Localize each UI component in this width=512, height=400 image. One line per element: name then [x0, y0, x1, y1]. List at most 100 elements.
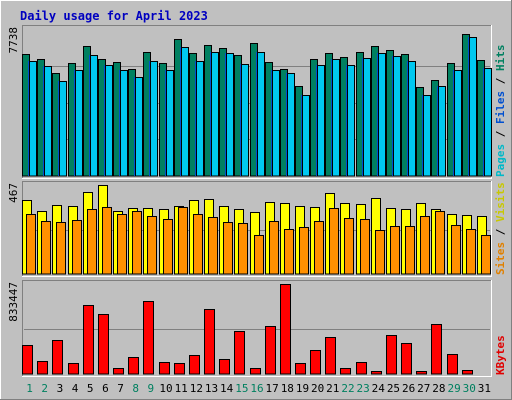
bar-sites	[132, 211, 142, 275]
bar-kbytes	[189, 355, 200, 375]
scale-max-label: 833447	[7, 282, 20, 322]
x-axis-day-labels: 1 2 3 4 5 6 7 8 9 10 11 12 13 14 15 16 17 18 19 20 21 22 23 24 2…	[26, 382, 491, 395]
panel-kbytes: 833447 KBytes	[7, 280, 507, 377]
x-tick-label: 29	[447, 382, 460, 395]
bar-kbytes	[219, 359, 230, 375]
bar-pages	[44, 66, 52, 177]
bar-pages	[29, 61, 37, 177]
x-tick-label: 12	[190, 382, 203, 395]
bar-kbytes	[174, 363, 185, 375]
bar-sites	[56, 222, 66, 275]
bar-sites	[420, 216, 430, 275]
x-tick-label: 17	[266, 382, 279, 395]
bar-sites	[299, 227, 309, 275]
bar-kbytes	[159, 362, 170, 375]
x-tick-label: 20	[311, 382, 324, 395]
x-tick-label: 10	[159, 382, 172, 395]
scale-max-label: 7738	[7, 27, 20, 54]
scale-max-label: 467	[7, 183, 20, 203]
x-tick-label: 18	[281, 382, 294, 395]
x-tick-label: 23	[357, 382, 370, 395]
bar-pages	[408, 61, 416, 177]
bar-sites	[193, 214, 203, 275]
bar-pages	[393, 56, 401, 177]
bar-pages	[135, 77, 143, 177]
x-tick-label: 3	[57, 382, 64, 395]
bar-pages	[363, 58, 371, 177]
bar-kbytes	[340, 368, 351, 375]
bar-kbytes	[265, 326, 276, 375]
x-tick-label: 14	[220, 382, 234, 395]
bar-sites	[208, 217, 218, 275]
x-tick-label: 11	[175, 382, 188, 395]
bar-pages	[196, 61, 204, 177]
bar-sites	[390, 226, 400, 275]
bar-pages	[90, 55, 98, 177]
bar-kbytes	[416, 371, 427, 375]
bar-sites	[481, 235, 491, 275]
bar-pages	[257, 52, 265, 177]
bar-kbytes	[22, 345, 33, 375]
x-tick-label: 24	[372, 382, 386, 395]
bar-kbytes	[371, 371, 382, 375]
bar-kbytes	[401, 343, 412, 375]
bar-sites	[269, 221, 279, 275]
series-sites	[26, 207, 491, 275]
bar-kbytes	[280, 284, 291, 375]
bar-sites	[329, 208, 339, 275]
legend-separator: /	[494, 222, 507, 242]
bar-kbytes	[204, 309, 215, 375]
legend-separator: /	[494, 124, 507, 144]
bar-pages	[347, 65, 355, 177]
legend-visits: Visits	[494, 182, 507, 222]
x-tick-label: 30	[463, 382, 476, 395]
x-tick-label: 7	[117, 382, 124, 395]
bar-pages	[166, 70, 174, 177]
x-tick-label: 16	[250, 382, 263, 395]
series-legend-label: KBytes	[494, 335, 507, 375]
x-tick-label: 13	[205, 382, 218, 395]
bar-pages	[272, 70, 280, 177]
bar-kbytes	[325, 337, 336, 375]
bar-kbytes	[128, 357, 139, 375]
bar-pages	[105, 65, 113, 177]
bar-pages	[241, 64, 249, 177]
x-tick-label: 9	[148, 382, 155, 395]
bar-kbytes	[356, 362, 367, 375]
bar-pages	[226, 53, 234, 177]
legend-hits: Hits	[494, 45, 507, 72]
legend-separator: /	[494, 71, 507, 91]
bar-kbytes	[37, 361, 48, 375]
series-pages	[29, 37, 492, 177]
bar-pages	[302, 95, 310, 177]
bar-sites	[466, 229, 476, 275]
panel-hits-files-pages: 7738 Pages / Files / Hits	[7, 25, 507, 179]
bar-pages	[317, 65, 325, 177]
x-tick-label: 26	[402, 382, 415, 395]
bar-sites	[41, 221, 51, 275]
legend-kbytes: KBytes	[494, 335, 507, 375]
x-tick-label: 31	[478, 382, 491, 395]
bar-sites	[405, 226, 415, 275]
bar-kbytes	[447, 354, 458, 375]
bar-pages	[332, 59, 340, 177]
bar-pages	[150, 61, 158, 177]
bar-kbytes	[386, 335, 397, 375]
bar-kbytes	[98, 314, 109, 375]
legend-pages: Pages	[494, 144, 507, 177]
bar-sites	[254, 235, 264, 275]
x-tick-label: 4	[72, 382, 79, 395]
series-kbytes	[22, 284, 473, 375]
bar-kbytes	[431, 324, 442, 375]
legend-files: Files	[494, 91, 507, 124]
chart-title: Daily usage for April 2023	[20, 9, 208, 23]
bar-sites	[344, 218, 354, 275]
bar-sites	[72, 220, 82, 275]
series-legend-label: Pages / Files / Hits	[494, 45, 507, 178]
bar-sites	[360, 219, 370, 275]
bar-sites	[163, 219, 173, 275]
x-tick-label: 8	[132, 382, 139, 395]
bar-sites	[178, 207, 188, 275]
bar-pages	[438, 86, 446, 177]
